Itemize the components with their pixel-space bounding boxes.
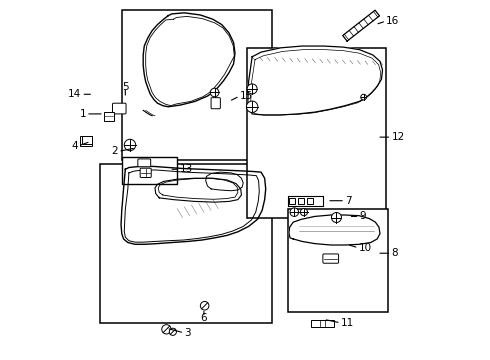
FancyBboxPatch shape bbox=[323, 254, 339, 263]
Text: 1: 1 bbox=[79, 109, 86, 119]
Bar bbox=[311, 320, 335, 327]
Bar bbox=[80, 136, 92, 147]
Text: 16: 16 bbox=[386, 16, 399, 26]
Polygon shape bbox=[248, 46, 383, 115]
Text: 8: 8 bbox=[392, 248, 398, 258]
FancyBboxPatch shape bbox=[140, 168, 151, 177]
Bar bbox=[100, 164, 272, 323]
Text: 12: 12 bbox=[392, 132, 405, 142]
Text: 9: 9 bbox=[359, 211, 366, 221]
Circle shape bbox=[246, 101, 258, 112]
Polygon shape bbox=[289, 215, 380, 245]
Circle shape bbox=[331, 212, 342, 222]
Text: 15: 15 bbox=[240, 91, 253, 101]
Bar bbox=[122, 157, 177, 184]
Polygon shape bbox=[288, 197, 323, 206]
FancyBboxPatch shape bbox=[211, 98, 220, 109]
Circle shape bbox=[361, 94, 367, 100]
Text: 2: 2 bbox=[112, 147, 118, 157]
Bar bbox=[122, 10, 272, 160]
Circle shape bbox=[247, 84, 257, 94]
Polygon shape bbox=[343, 10, 379, 41]
Circle shape bbox=[124, 139, 136, 151]
Circle shape bbox=[300, 208, 308, 216]
Bar bbox=[247, 48, 386, 217]
Text: 11: 11 bbox=[341, 318, 354, 328]
Bar bbox=[307, 198, 313, 204]
Text: 4: 4 bbox=[71, 141, 78, 151]
Text: 13: 13 bbox=[180, 164, 193, 174]
Bar bbox=[298, 198, 304, 204]
Circle shape bbox=[210, 88, 219, 97]
Circle shape bbox=[169, 328, 176, 336]
Text: 10: 10 bbox=[359, 243, 372, 253]
FancyBboxPatch shape bbox=[113, 103, 126, 114]
Bar bbox=[82, 136, 92, 144]
Circle shape bbox=[200, 301, 209, 310]
Bar bbox=[103, 112, 114, 121]
Circle shape bbox=[162, 325, 171, 334]
Text: 7: 7 bbox=[345, 196, 352, 206]
Bar bbox=[289, 198, 295, 204]
Circle shape bbox=[290, 208, 298, 216]
Text: 6: 6 bbox=[200, 312, 207, 323]
Text: 5: 5 bbox=[122, 82, 129, 92]
FancyBboxPatch shape bbox=[138, 159, 151, 167]
Text: 3: 3 bbox=[184, 328, 191, 338]
Text: 14: 14 bbox=[68, 89, 81, 99]
Bar bbox=[288, 208, 388, 312]
